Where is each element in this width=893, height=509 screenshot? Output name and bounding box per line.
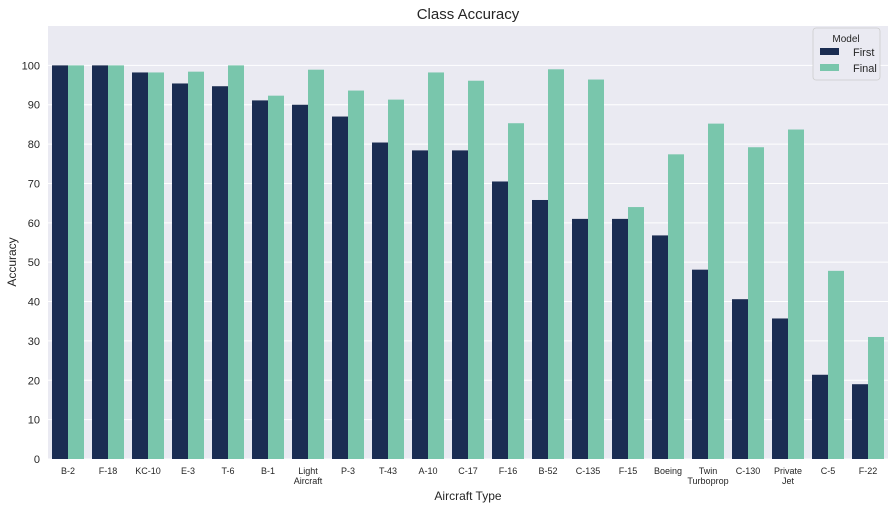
- x-tick-label: Light Aircraft: [294, 466, 323, 486]
- bar-final: [308, 69, 324, 459]
- bar-final: [548, 69, 564, 460]
- bar-first: [812, 374, 828, 459]
- bar-first: [252, 100, 268, 459]
- bar-first: [772, 318, 788, 459]
- bar-final: [148, 72, 164, 459]
- bar-first: [572, 218, 588, 459]
- legend-swatch-first: [820, 48, 839, 55]
- y-tick-label: 40: [28, 297, 40, 309]
- x-tick-label: C-17: [458, 466, 478, 476]
- legend-swatch-final: [820, 64, 839, 71]
- bar-final: [588, 79, 604, 459]
- y-tick-label: 90: [28, 100, 40, 112]
- y-tick-label: 70: [28, 178, 40, 190]
- bar-first: [52, 65, 68, 459]
- bar-final: [388, 99, 404, 460]
- bar-final: [68, 65, 84, 459]
- x-tick-label: Private Jet: [774, 466, 802, 486]
- y-tick-label: 100: [22, 60, 40, 72]
- bar-final: [828, 270, 844, 459]
- x-tick-label: P-3: [341, 466, 355, 476]
- bar-first: [92, 65, 108, 459]
- bar-final: [268, 95, 284, 459]
- bar-first: [692, 269, 708, 459]
- bar-first: [452, 150, 468, 459]
- x-tick-label: A-10: [418, 466, 437, 476]
- y-tick-label: 60: [28, 218, 40, 230]
- bar-final: [748, 147, 764, 460]
- y-tick-labels: 0 10 20 30 40 50 60 70 80 90 100: [22, 60, 40, 466]
- y-tick-label: 10: [28, 415, 40, 427]
- y-tick-label: 30: [28, 336, 40, 348]
- x-tick-label: B-1: [261, 466, 275, 476]
- y-tick-label: 20: [28, 375, 40, 387]
- y-tick-label: 80: [28, 139, 40, 151]
- bar-final: [348, 90, 364, 459]
- x-tick-label: F-16: [499, 466, 518, 476]
- x-tick-label: T-43: [379, 466, 397, 476]
- bar-first: [132, 72, 148, 459]
- x-tick-label: E-3: [181, 466, 195, 476]
- bar-final: [108, 65, 124, 459]
- x-tick-label: C-130: [736, 466, 761, 476]
- bar-final: [428, 72, 444, 459]
- bar-first: [532, 199, 548, 459]
- bars: [52, 65, 884, 460]
- x-tick-label: Twin Turboprop: [687, 466, 728, 486]
- x-tick-label: F-18: [99, 466, 118, 476]
- bar-final: [708, 123, 724, 459]
- legend-label-final: Final: [853, 63, 877, 75]
- x-tick-label: C-135: [576, 466, 601, 476]
- bar-final: [468, 80, 484, 459]
- legend-title: Model: [832, 34, 859, 45]
- x-tick-label: Boeing: [654, 466, 682, 476]
- legend-label-first: First: [853, 47, 874, 59]
- bar-final: [868, 336, 884, 459]
- bar-first: [172, 83, 188, 459]
- bar-final: [668, 154, 684, 460]
- x-tick-label: C-5: [821, 466, 836, 476]
- x-axis-label: Aircraft Type: [434, 489, 501, 503]
- bar-final: [188, 71, 204, 460]
- bar-final: [508, 123, 524, 459]
- bar-first: [852, 384, 868, 459]
- chart-title: Class Accuracy: [417, 6, 520, 23]
- x-tick-label: T-6: [221, 466, 234, 476]
- bar-final: [628, 207, 644, 459]
- y-tick-label: 0: [34, 454, 40, 466]
- x-tick-labels: B-2 F-18 KC-10 E-3 T-6 B-1 Light Aircraft P-3 T-4…: [61, 466, 877, 486]
- bar-first: [372, 142, 388, 459]
- bar-first: [612, 218, 628, 459]
- x-tick-label: B-2: [61, 466, 75, 476]
- legend: Model First Final: [812, 27, 881, 81]
- bar-first: [412, 150, 428, 459]
- bar-first: [212, 86, 228, 459]
- x-tick-label: KC-10: [135, 466, 161, 476]
- bar-first: [292, 104, 308, 460]
- x-tick-label: F-22: [859, 466, 878, 476]
- bar-first: [492, 181, 508, 459]
- bar-first: [332, 116, 348, 459]
- bar-final: [788, 129, 804, 459]
- bar-first: [732, 299, 748, 459]
- y-axis-label: Accuracy: [5, 237, 19, 286]
- bar-final: [228, 65, 244, 459]
- x-tick-label: B-52: [538, 466, 557, 476]
- bar-first: [652, 235, 668, 459]
- x-tick-label: F-15: [619, 466, 638, 476]
- y-tick-label: 50: [28, 257, 40, 269]
